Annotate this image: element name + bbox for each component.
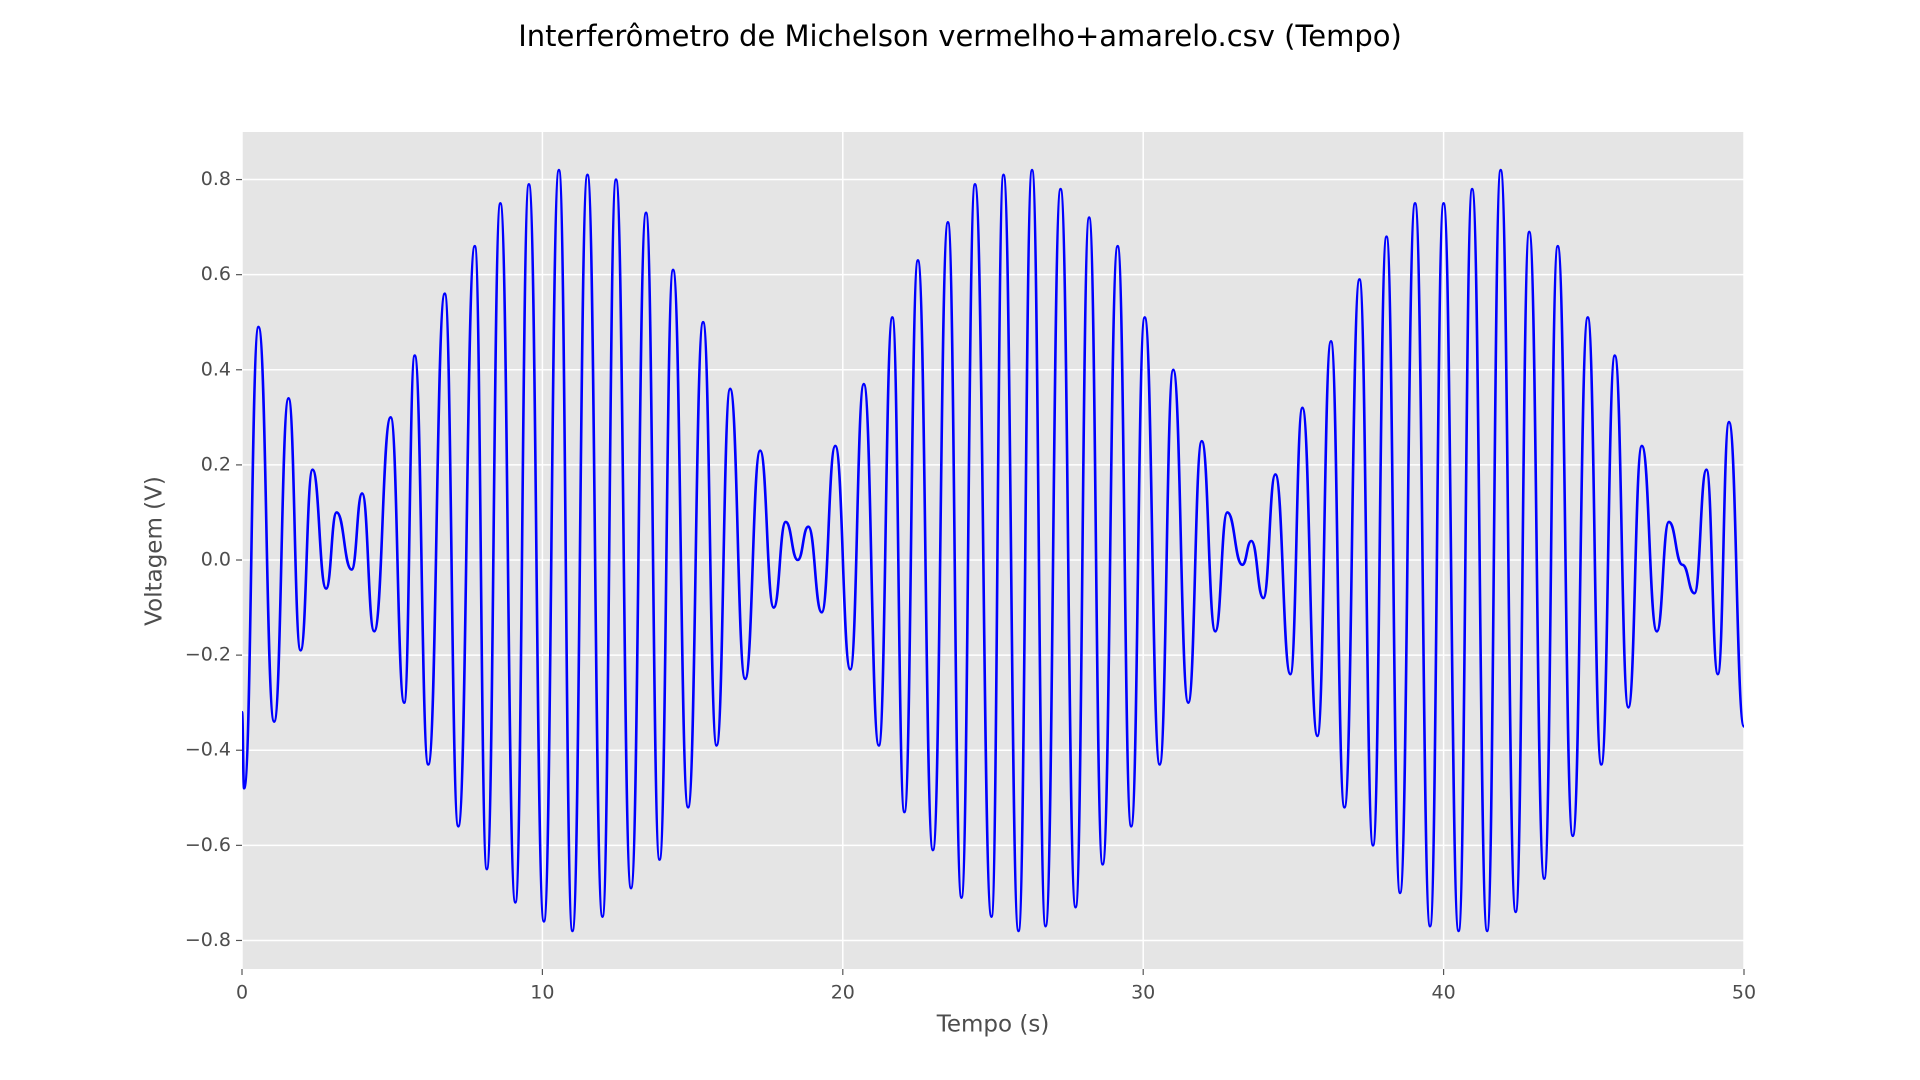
y-tick-label: −0.8: [185, 929, 231, 951]
y-tick-label: −0.6: [185, 834, 231, 856]
x-tick-label: 10: [530, 982, 554, 1004]
y-tick-label: 0.6: [201, 263, 231, 285]
y-tick-label: −0.4: [185, 739, 231, 761]
data-line: [242, 168, 1744, 933]
chart-title: Interferômetro de Michelson vermelho+ama…: [518, 19, 1402, 53]
y-tick-label: 0.8: [201, 168, 231, 190]
x-axis-label: Tempo (s): [936, 1012, 1050, 1038]
x-tick-label: 0: [236, 982, 248, 1004]
y-axis-label: Voltagem (V): [142, 476, 168, 626]
y-tick-label: 0.2: [201, 453, 231, 475]
y-tick-label: −0.2: [185, 644, 231, 666]
x-tick-label: 30: [1131, 982, 1155, 1004]
x-tick-label: 20: [831, 982, 855, 1004]
y-tick-label: 0.4: [201, 358, 231, 380]
x-tick-label: 40: [1432, 982, 1456, 1004]
y-tick-label: 0.0: [201, 549, 231, 571]
x-tick-label: 50: [1732, 982, 1756, 1004]
